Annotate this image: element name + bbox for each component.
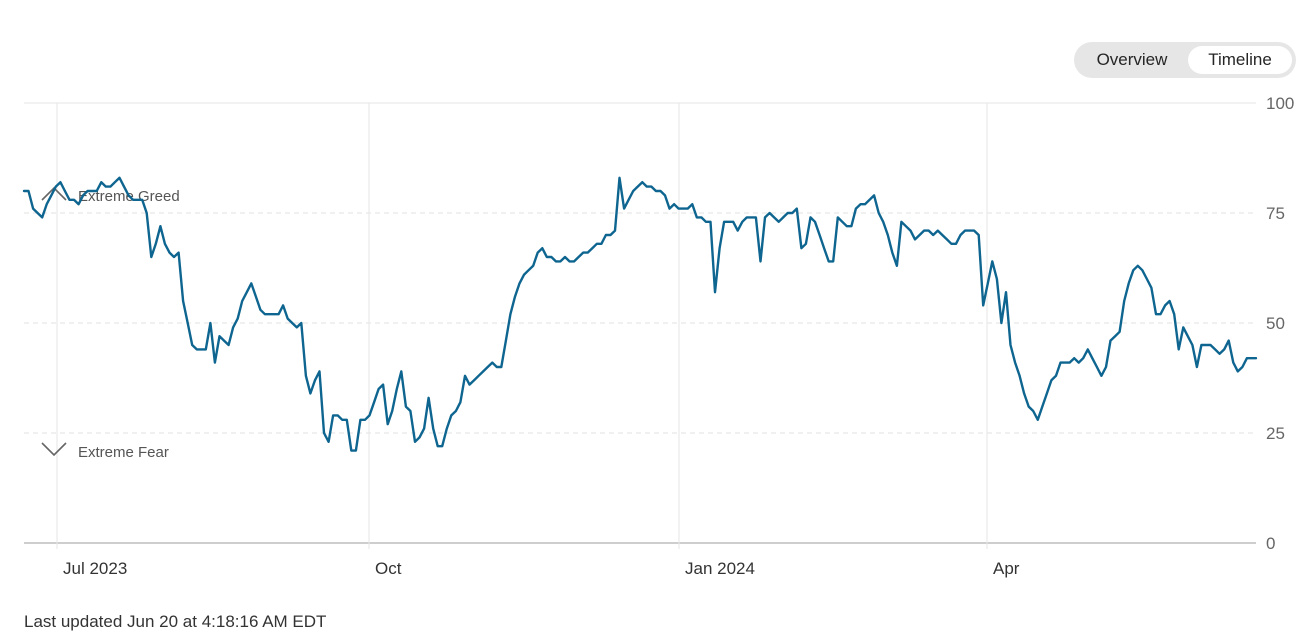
extreme-fear-label: Extreme Fear bbox=[78, 444, 169, 461]
y-tick-label: 25 bbox=[1266, 424, 1285, 443]
last-updated-text: Last updated Jun 20 at 4:18:16 AM EDT bbox=[24, 612, 327, 631]
x-tick-label: Jul 2023 bbox=[63, 559, 127, 578]
y-tick-label: 75 bbox=[1266, 204, 1285, 223]
timeline-tab[interactable]: Timeline bbox=[1188, 46, 1292, 74]
x-tick-label: Apr bbox=[993, 559, 1020, 578]
chevron-down-icon bbox=[41, 442, 67, 457]
x-axis: Jul 2023 Oct Jan 2024 Apr bbox=[63, 559, 1020, 578]
chart-series bbox=[22, 176, 1258, 452]
view-toggle: Overview Timeline bbox=[1074, 42, 1296, 78]
chart-grid bbox=[24, 102, 1256, 549]
y-tick-label: 0 bbox=[1266, 534, 1275, 553]
series-line bbox=[22, 176, 1258, 452]
x-tick-label: Jan 2024 bbox=[685, 559, 755, 578]
x-tick-label: Oct bbox=[375, 559, 402, 578]
y-axis: 0 25 50 75 100 bbox=[1266, 94, 1294, 553]
overview-tab[interactable]: Overview bbox=[1096, 50, 1168, 69]
y-tick-label: 50 bbox=[1266, 314, 1285, 333]
y-tick-label: 100 bbox=[1266, 94, 1294, 113]
